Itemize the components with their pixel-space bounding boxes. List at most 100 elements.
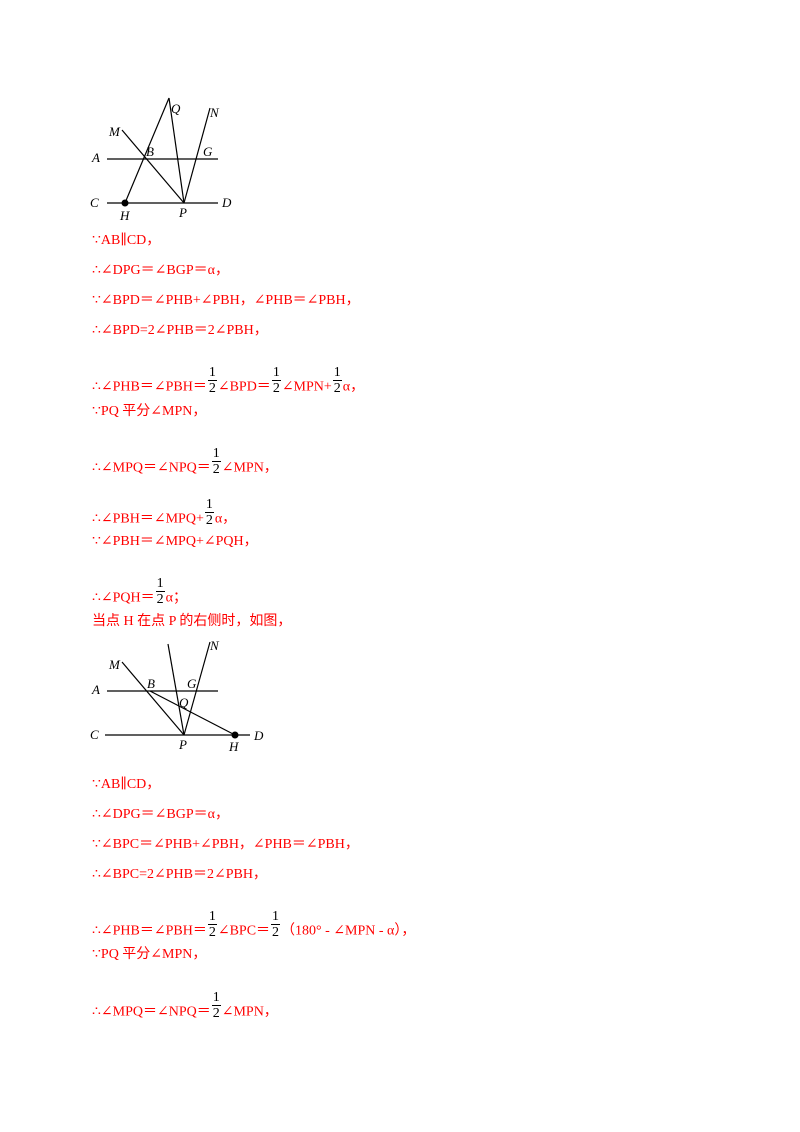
fraction-denominator: 2 (208, 925, 216, 940)
text: ∵AB∥CD， (92, 233, 161, 248)
fraction-numerator: 1 (271, 909, 281, 925)
label-m: M (108, 124, 121, 139)
proof-line: ∴∠MPQ＝∠NPQ＝ 1 2 ∠MPN， (92, 990, 278, 1028)
label-g: G (187, 676, 197, 691)
proof-line: ∵∠PBH＝∠MPQ+∠PQH， (92, 534, 258, 550)
text: α； (165, 590, 187, 606)
fraction-denominator: 2 (212, 462, 220, 477)
proof-line: ∵AB∥CD， (92, 233, 160, 249)
label-m: M (108, 657, 121, 672)
text: ∵PQ 平分∠MPN， (92, 947, 207, 962)
label-g: G (203, 144, 213, 159)
label-c: C (90, 195, 99, 210)
label-p: P (178, 205, 187, 220)
text: （180° - ∠MPN - α）， (281, 923, 416, 939)
text: α， (214, 511, 237, 527)
point-h-dot (231, 731, 239, 739)
text: ∠BPC＝ (217, 923, 271, 939)
line-qp (168, 97, 185, 204)
fraction-numerator: 1 (204, 497, 214, 513)
label-c: C (90, 727, 99, 742)
fraction-denominator: 2 (208, 381, 216, 396)
label-h: H (119, 208, 130, 223)
text: ∴∠PHB＝∠PBH＝ (92, 379, 207, 395)
figure-1-diagram: Q N M A B G C H P D (90, 97, 232, 223)
label-a: A (91, 150, 100, 165)
text: ∴∠PHB＝∠PBH＝ (92, 923, 207, 939)
proof-line: ∵∠BPD＝∠PHB+∠PBH，∠PHB＝∠PBH， (92, 293, 360, 309)
label-q: Q (171, 101, 181, 116)
text: ∴∠PQH＝ (92, 590, 155, 606)
label-a: A (91, 682, 100, 697)
label-d: D (221, 195, 232, 210)
proof-line: ∴∠DPG＝∠BGP＝α， (92, 263, 229, 279)
proof-line: ∴∠MPQ＝∠NPQ＝ 1 2 ∠MPN， (92, 446, 278, 484)
text: ∴∠BPD=2∠PHB＝2∠PBH， (92, 323, 268, 338)
line-bh (149, 690, 236, 736)
line-qp (167, 643, 185, 736)
proof-line: ∴∠PQH＝ 1 2 α； (92, 576, 187, 614)
fraction-numerator: 1 (207, 365, 217, 381)
fraction-numerator: 1 (332, 365, 342, 381)
text: ∴∠DPG＝∠BGP＝α， (92, 263, 229, 278)
line-mp (121, 661, 185, 736)
proof-line: ∵PQ 平分∠MPN， (92, 404, 206, 420)
proof-line: ∴∠PHB＝∠PBH＝ 1 2 ∠BPD＝ 1 2 ∠MPN+ 1 2 α， (92, 365, 365, 403)
figure-2: M N A B G Q C P H D (80, 632, 280, 762)
fraction-numerator: 1 (155, 576, 165, 592)
line-pn (183, 107, 211, 204)
text: 当点 H 在点 P 的右侧时，如图， (92, 614, 292, 629)
text: ∵PQ 平分∠MPN， (92, 404, 207, 419)
text: ∵∠BPC＝∠PHB+∠PBH，∠PHB＝∠PBH， (92, 837, 359, 852)
text: ∵∠PBH＝∠MPQ+∠PQH， (92, 534, 258, 549)
fraction-numerator: 1 (211, 990, 221, 1006)
fraction-denominator: 2 (333, 381, 341, 396)
proof-line: ∵AB∥CD， (92, 777, 160, 793)
fraction-numerator: 1 (271, 365, 281, 381)
text: ∠MPN， (221, 460, 278, 476)
label-q: Q (179, 695, 189, 710)
text: ∴∠BPC=2∠PHB＝2∠PBH， (92, 867, 267, 882)
text: ∴∠PBH＝∠MPQ+ (92, 511, 204, 527)
figure-1: Q N M A B G C H P D (80, 90, 280, 230)
fraction-denominator: 2 (212, 1006, 220, 1021)
text: ∴∠MPQ＝∠NPQ＝ (92, 460, 211, 476)
line-hq (124, 97, 170, 204)
text: α， (342, 379, 365, 395)
label-h: H (228, 739, 239, 754)
proof-line: ∴∠PHB＝∠PBH＝ 1 2 ∠BPC＝ 1 2 （180° - ∠MPN - α）， (92, 909, 416, 947)
proof-line: ∴∠DPG＝∠BGP＝α， (92, 807, 229, 823)
label-n: N (209, 638, 220, 653)
fraction-denominator: 2 (272, 925, 280, 940)
text: ∠BPD＝ (217, 379, 271, 395)
fraction-numerator: 1 (211, 446, 221, 462)
fraction-denominator: 2 (272, 381, 280, 396)
text: ∵∠BPD＝∠PHB+∠PBH，∠PHB＝∠PBH， (92, 293, 360, 308)
fraction-numerator: 1 (207, 909, 217, 925)
label-n: N (209, 105, 220, 120)
label-b: B (147, 676, 155, 691)
text: ∠MPN， (221, 1004, 278, 1020)
label-b: B (146, 144, 154, 159)
point-h-dot (121, 199, 129, 207)
line-pm (121, 129, 185, 204)
fraction-denominator: 2 (205, 513, 213, 528)
figure-2-diagram: M N A B G Q C P H D (90, 638, 264, 754)
text: ∴∠MPQ＝∠NPQ＝ (92, 1004, 211, 1020)
proof-line: 当点 H 在点 P 的右侧时，如图， (92, 614, 291, 630)
text: ∴∠DPG＝∠BGP＝α， (92, 807, 229, 822)
proof-line: ∵PQ 平分∠MPN， (92, 947, 206, 963)
proof-line: ∴∠PBH＝∠MPQ+ 1 2 α， (92, 497, 237, 535)
text: ∵AB∥CD， (92, 777, 161, 792)
label-p: P (178, 737, 187, 752)
proof-line: ∴∠BPC=2∠PHB＝2∠PBH， (92, 867, 267, 883)
